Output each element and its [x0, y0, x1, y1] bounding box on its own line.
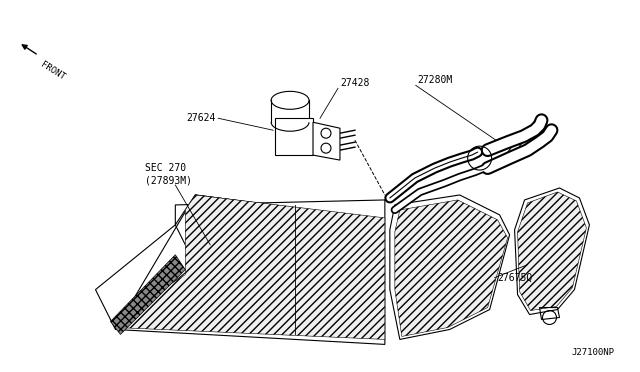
- Text: 27675Q: 27675Q: [498, 273, 533, 283]
- Polygon shape: [313, 122, 340, 160]
- Polygon shape: [111, 255, 186, 334]
- Text: 27280M: 27280M: [418, 76, 453, 86]
- Text: 27624: 27624: [186, 113, 215, 123]
- Text: (27893M): (27893M): [145, 175, 193, 185]
- Polygon shape: [518, 192, 586, 311]
- Text: FRONT: FRONT: [38, 61, 66, 82]
- Polygon shape: [115, 195, 385, 339]
- Polygon shape: [275, 118, 313, 155]
- Text: 27428: 27428: [340, 78, 369, 89]
- Text: SEC 270: SEC 270: [145, 163, 186, 173]
- Text: J27100NP: J27100NP: [572, 348, 614, 357]
- Polygon shape: [395, 200, 508, 336]
